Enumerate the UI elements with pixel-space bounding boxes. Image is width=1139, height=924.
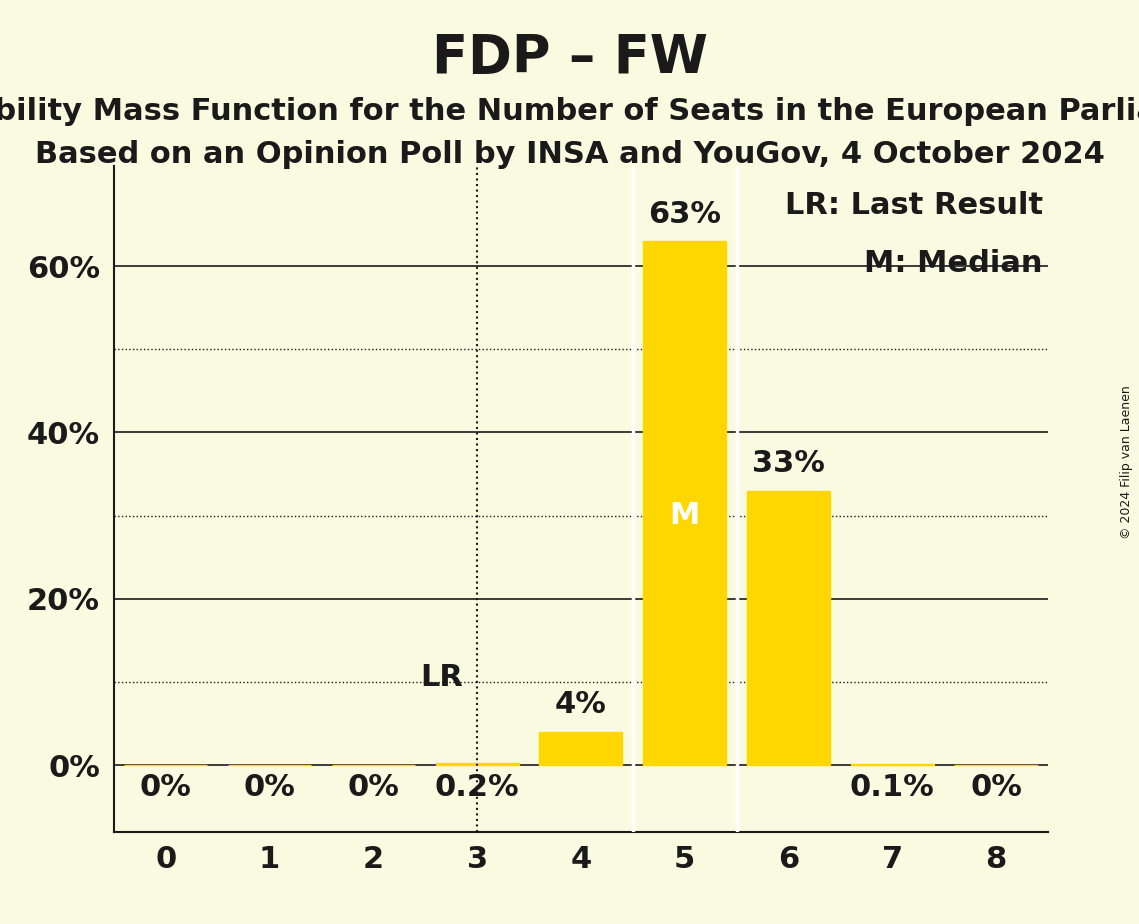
Text: LR: Last Result: LR: Last Result xyxy=(785,191,1042,220)
Bar xyxy=(644,241,727,765)
Bar xyxy=(435,763,518,765)
Text: LR: LR xyxy=(420,663,462,692)
Text: M: M xyxy=(670,501,699,530)
Text: © 2024 Filip van Laenen: © 2024 Filip van Laenen xyxy=(1121,385,1133,539)
Text: 0%: 0% xyxy=(244,773,295,802)
Text: 0%: 0% xyxy=(347,773,400,802)
Text: 0.1%: 0.1% xyxy=(850,773,935,802)
Text: M: Median: M: Median xyxy=(865,249,1042,278)
Bar xyxy=(540,732,622,765)
Text: Probability Mass Function for the Number of Seats in the European Parliament: Probability Mass Function for the Number… xyxy=(0,97,1139,126)
Text: 0.2%: 0.2% xyxy=(435,773,519,802)
Text: 0%: 0% xyxy=(970,773,1022,802)
Text: Based on an Opinion Poll by INSA and YouGov, 4 October 2024: Based on an Opinion Poll by INSA and You… xyxy=(34,140,1105,169)
Text: 0%: 0% xyxy=(140,773,191,802)
Text: 33%: 33% xyxy=(752,449,825,479)
Bar xyxy=(747,491,830,765)
Text: FDP – FW: FDP – FW xyxy=(432,32,707,84)
Text: 4%: 4% xyxy=(555,690,607,719)
Text: 63%: 63% xyxy=(648,200,721,228)
